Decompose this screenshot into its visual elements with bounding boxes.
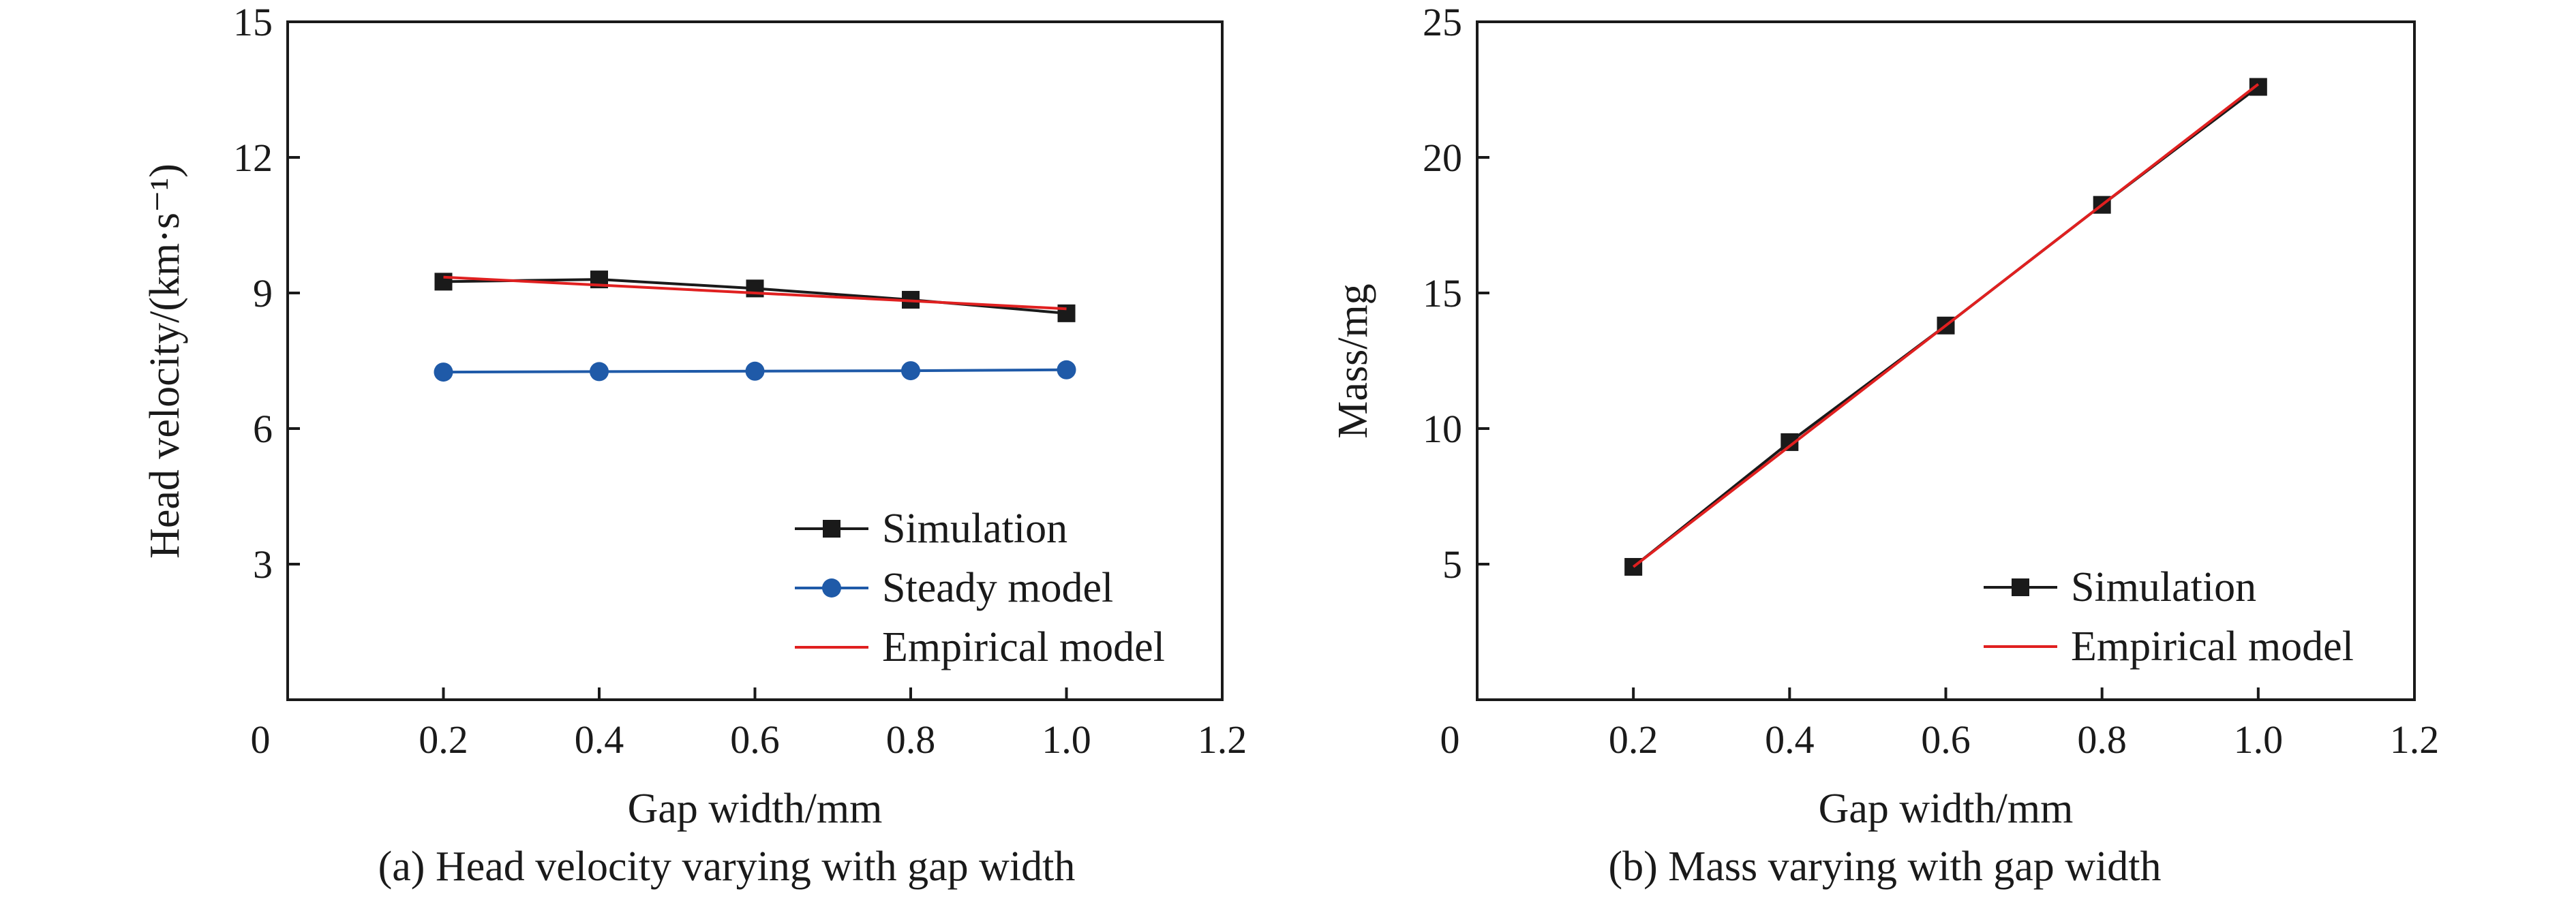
x-tick-label: 0.2 [1609,717,1658,762]
data-point-steady-model [745,361,765,381]
data-point-steady-model [901,361,920,381]
legend-label-empirical-model: Empirical model [2071,623,2354,670]
panel-caption: (b) Mass varying with gap width [1608,843,2161,890]
x-tick-label: 0.4 [1765,717,1815,762]
x-tick-label: 0.6 [1921,717,1971,762]
legend-label-simulation: Simulation [882,506,1067,552]
y-tick-label: 6 [253,407,273,451]
panel-b-mass-chart: 0 0.2 0.4 0.6 0.8 1.0 1.2 5 10 15 20 25 Gap width/mm… [1330,0,2439,890]
x-tick-label: 1.0 [1042,717,1091,762]
y-tick-label: 25 [1423,0,1462,44]
panel-a-head-velocity-chart: 0 0.2 0.4 0.6 0.8 1.0 1.2 3 6 9 12 15 Gap width/mm He… [142,0,1247,890]
y-axis-label: Mass/mg [1330,283,1376,438]
y-tick-label: 12 [233,136,273,180]
panel-caption: (a) Head velocity varying with gap width [378,843,1076,890]
x-tick-label: 1.2 [1198,717,1247,762]
data-point-simulation [434,273,453,291]
plot-frame [1476,20,2416,701]
series-line-empirical-model [1632,82,2260,568]
series-line-empirical-model [443,275,1067,311]
data-point-simulation [746,279,764,298]
x-tick-label: 0.8 [2077,717,2127,762]
data-point-steady-model [434,362,453,382]
data-point-steady-model [1057,360,1076,380]
y-tick-label: 15 [233,0,273,44]
y-tick-label: 9 [253,271,273,315]
x-tick-label: 0.2 [419,717,468,762]
data-point-steady-model [590,362,609,382]
legend-marker-steady-model [822,578,841,598]
x-tick-label: 0.4 [575,717,624,762]
y-tick-label: 5 [1442,542,1462,587]
legend-label-steady-model: Steady model [882,565,1113,611]
y-axis-label: Head velocity/(km·s⁻¹) [142,164,188,559]
y-tick-label: 3 [253,542,273,587]
x-tick-label: 1.2 [2390,717,2440,762]
y-tick-label: 20 [1423,136,1462,180]
legend-label-empirical-model: Empirical model [882,624,1165,670]
data-point-simulation [2249,78,2267,96]
data-point-simulation [1057,304,1076,322]
x-axis-label: Gap width/mm [1819,786,2074,832]
x-tick-label: 0 [251,717,271,762]
x-tick-label: 0.6 [730,717,780,762]
y-tick-label: 10 [1423,407,1462,451]
x-tick-label: 1.0 [2234,717,2284,762]
x-tick-label: 0 [1440,717,1460,762]
legend-marker-simulation [823,520,840,538]
legend-label-simulation: Simulation [2071,564,2256,610]
x-axis-label: Gap width/mm [628,786,883,832]
x-tick-label: 0.8 [886,717,936,762]
legend-marker-simulation [2012,578,2029,596]
y-tick-label: 15 [1423,271,1462,315]
